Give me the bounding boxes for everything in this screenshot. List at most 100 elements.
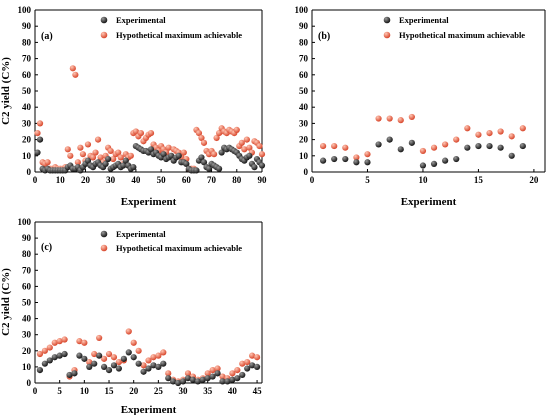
y-tick-label: 90 [22, 233, 32, 243]
panel-c-ticks: 0 5 10 15 20 25 30 35 40 45 0 10 20 30 40 50 60 70 80 90 100 [18, 217, 263, 396]
hypothetical-point [233, 126, 240, 133]
hypothetical-point [256, 142, 263, 150]
experimental-point [81, 355, 88, 362]
experimental-point [145, 365, 152, 372]
experimental-point [253, 363, 261, 370]
hypothetical-point [76, 338, 83, 345]
experimental-point [66, 371, 73, 379]
hypothetical-point [147, 130, 155, 137]
x-tick-label: 15 [105, 386, 115, 396]
y-tick-label: 100 [18, 5, 32, 15]
experimental-point [140, 368, 147, 375]
y-tick-label: 0 [27, 378, 32, 388]
experimental-point [71, 370, 78, 377]
experimental-point [453, 155, 460, 163]
hypothetical-point [61, 336, 68, 343]
experimental-point [519, 142, 526, 150]
experimental-point [246, 152, 253, 159]
legend-label-hypothetical: Hypothetical maximum achievable [399, 30, 525, 40]
x-axis-title: Experiment [401, 196, 457, 208]
experimental-point [205, 165, 213, 172]
hypothetical-point [79, 151, 87, 158]
hypothetical-point [430, 144, 438, 151]
hypothetical-point [36, 350, 44, 358]
experimental-point [100, 363, 108, 370]
hypothetical-point [125, 328, 132, 335]
hypothetical-point [105, 350, 113, 358]
hypothetical-point [229, 370, 236, 377]
experimental-point [96, 352, 103, 359]
hypothetical-point [115, 358, 122, 366]
hypothetical-point [386, 115, 393, 122]
hypothetical-point [419, 147, 427, 155]
y-tick-label: 40 [299, 102, 309, 112]
experimental-point [105, 155, 112, 163]
hypothetical-point [442, 141, 449, 148]
panel-b-marks [320, 113, 526, 169]
hypothetical-point [81, 339, 88, 346]
hypothetical-point [249, 352, 256, 359]
hypothetical-point [137, 130, 145, 137]
panel-label: (c) [41, 242, 52, 253]
experimental-point [120, 355, 127, 362]
x-tick-label: 5 [365, 175, 370, 185]
experimental-point [364, 159, 371, 166]
hypothetical-point [180, 149, 187, 156]
hypothetical-point [91, 350, 98, 358]
hypothetical-point [200, 139, 208, 146]
experimental-point [209, 373, 216, 380]
legend-marker-experimental [100, 230, 108, 238]
y-tick-label: 100 [18, 217, 32, 227]
hypothetical-point [216, 130, 223, 137]
x-tick-label: 20 [529, 175, 539, 185]
legend-label-hypothetical: Hypothetical maximum achievable [116, 243, 242, 253]
y-tick-label: 40 [22, 102, 32, 112]
hypothetical-point [475, 131, 482, 138]
experimental-point [258, 162, 266, 169]
hypothetical-point [258, 151, 266, 158]
experimental-point [249, 362, 256, 369]
hypothetical-point [36, 120, 44, 127]
y-tick-label: 70 [22, 265, 32, 275]
hypothetical-point [486, 130, 493, 137]
experimental-point [155, 363, 162, 370]
hypothetical-point [234, 367, 241, 374]
hypothetical-point [353, 154, 360, 161]
legend-label-experimental: Experimental [116, 15, 166, 25]
hypothetical-point [56, 338, 63, 345]
y-tick-label: 30 [22, 330, 32, 340]
hypothetical-point [77, 144, 84, 151]
experimental-point [122, 157, 129, 164]
experimental-point [508, 152, 515, 159]
experimental-point [214, 370, 221, 377]
hypothetical-point [213, 134, 220, 142]
legend-marker-hypothetical [100, 31, 108, 39]
x-tick-label: 5 [57, 386, 62, 396]
experimental-point [198, 154, 205, 161]
experimental-point [160, 360, 167, 367]
experimental-point [204, 375, 211, 382]
hypothetical-point [96, 334, 103, 342]
hypothetical-point [253, 354, 261, 361]
hypothetical-point [155, 352, 162, 359]
hypothetical-point [243, 136, 250, 143]
y-tick-label: 70 [22, 54, 32, 64]
hypothetical-point [331, 142, 338, 150]
hypothetical-point [140, 362, 147, 369]
experimental-point [102, 160, 109, 167]
x-tick-label: 20 [129, 386, 139, 396]
hypothetical-point [51, 339, 58, 346]
experimental-point [160, 151, 167, 158]
experimental-point [497, 144, 504, 151]
experimental-point [51, 354, 58, 361]
legend: Experimental Hypothetical maximum achiev… [100, 15, 242, 40]
hypothetical-point [107, 147, 114, 155]
y-tick-label: 80 [22, 37, 32, 47]
hypothetical-point [364, 151, 371, 158]
experimental-point [130, 164, 137, 171]
hypothetical-point [89, 154, 97, 161]
hypothetical-point [160, 349, 167, 356]
hypothetical-point [84, 141, 92, 148]
hypothetical-point [72, 71, 79, 78]
y-tick-label: 20 [22, 346, 32, 356]
